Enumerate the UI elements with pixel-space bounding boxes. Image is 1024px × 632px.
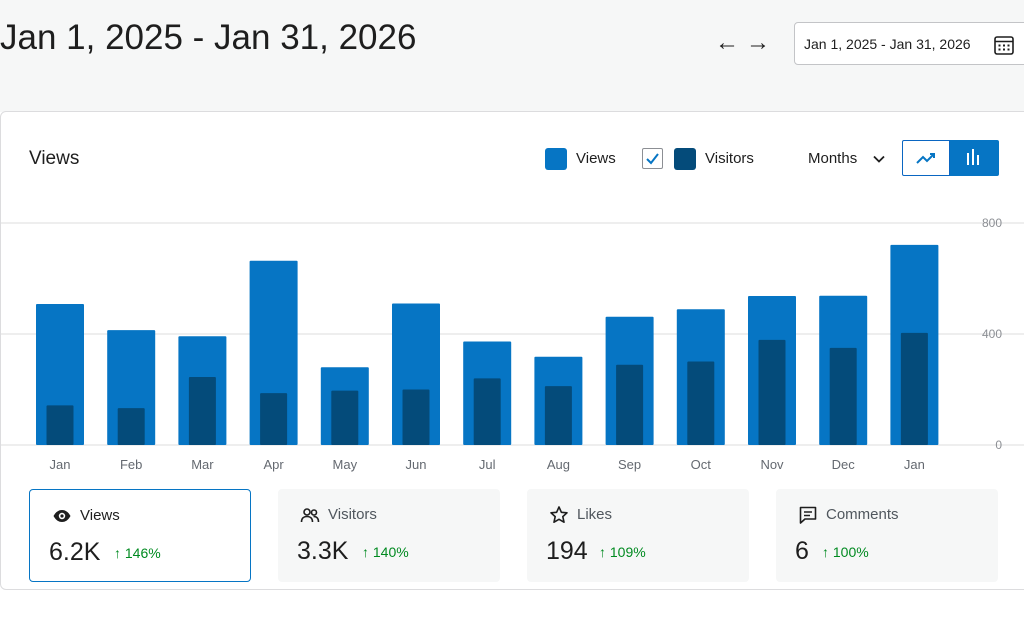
stat-label: Visitors [328,506,377,523]
stat-label: Views [80,507,120,524]
x-tick-label: Oct [691,457,712,472]
star-icon [550,506,568,524]
date-range-label: Jan 1, 2025 - Jan 31, 2026 [804,36,971,52]
visitors-bar [829,347,857,445]
stat-change: ↑ 140% [362,544,409,560]
checkmark-icon [646,153,659,165]
x-tick-label: Dec [832,457,856,472]
x-tick-label: Apr [263,457,284,472]
stat-card-visitors[interactable]: Visitors 3.3K ↑ 140% [278,489,500,582]
stat-card-likes[interactable]: Likes 194 ↑ 109% [527,489,749,582]
views-bar-chart: 0 400 800 Jan Feb Mar Apr May Jun Jul Aug Sep Oct Nov… [1,216,1024,472]
stat-label: Comments [826,506,899,523]
x-tick-label: Jul [479,457,496,472]
stat-card-views[interactable]: Views 6.2K ↑ 146% [29,489,251,582]
line-chart-button[interactable] [902,140,950,176]
y-tick-label: 400 [982,327,1002,341]
x-tick-label: Jun [406,457,427,472]
stat-value: 6 [795,537,809,565]
x-tick-label: Nov [760,457,784,472]
visitors-bar [687,361,715,445]
x-tick-label: Sep [618,457,641,472]
date-range-picker[interactable]: Jan 1, 2025 - Jan 31, 2026 [794,22,1024,65]
visitors-legend-label: Visitors [705,150,754,167]
visitors-bar [900,332,928,445]
period-select[interactable]: Months [808,150,858,167]
visitors-bar [260,393,288,445]
stat-card-comments[interactable]: Comments 6 ↑ 100% [776,489,998,582]
stat-change: ↑ 109% [599,544,646,560]
bar-chart-icon [967,149,979,165]
comment-icon [799,506,817,524]
chevron-down-icon[interactable] [872,152,886,166]
page-title: Jan 1, 2025 - Jan 31, 2026 [0,18,417,57]
visitors-toggle-checkbox[interactable] [642,148,663,169]
visitors-bar [473,378,501,445]
chart-title: Views [29,148,80,169]
x-tick-label: May [333,457,358,472]
y-tick-label: 0 [995,438,1002,452]
x-tick-label: Aug [547,457,570,472]
visitors-bar [188,377,216,445]
stat-change: ↑ 100% [822,544,869,560]
stat-value: 3.3K [297,537,349,565]
bar-chart-button[interactable] [950,140,999,176]
previous-period-button[interactable]: ← [715,29,739,56]
views-legend-label: Views [576,150,616,167]
y-tick-label: 800 [982,216,1002,230]
people-icon [300,508,320,523]
top-bar: Jan 1, 2025 - Jan 31, 2026 ← → Jan 1, 20… [0,0,1024,112]
visitors-bar [616,364,644,445]
visitors-bar [117,408,145,445]
visitors-bar [331,390,359,445]
visitors-bar [402,389,430,445]
calendar-icon [994,36,1014,55]
visitors-legend-swatch [674,148,696,170]
trending-up-icon [916,153,935,164]
stat-value: 194 [546,537,588,565]
x-tick-label: Jan [50,457,71,472]
x-tick-label: Jan [904,457,925,472]
next-period-button[interactable]: → [746,29,770,56]
x-tick-label: Mar [191,457,214,472]
stats-panel: Views Views Visitors Months 0 400 8 [0,111,1024,590]
views-legend-swatch [545,148,567,170]
x-tick-label: Feb [120,457,142,472]
stat-change: ↑ 146% [114,545,161,561]
chart-type-toggle [902,140,999,176]
stat-value: 6.2K [49,538,101,566]
stat-label: Likes [577,506,613,523]
eye-icon [53,510,71,522]
visitors-bar [46,405,74,445]
visitors-bar [758,339,786,445]
visitors-bar [544,386,572,445]
